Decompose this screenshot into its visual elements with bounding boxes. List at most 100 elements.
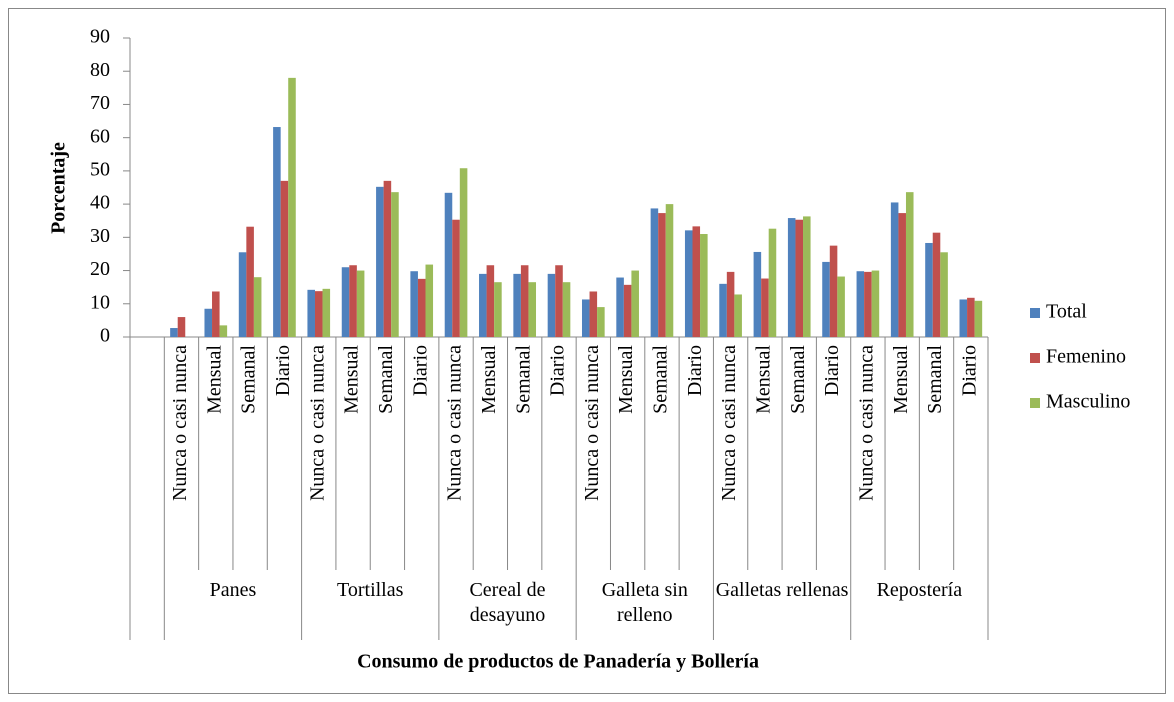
bar	[665, 204, 674, 337]
bar	[280, 180, 289, 337]
bar	[898, 213, 906, 337]
bar	[719, 283, 727, 337]
y-tick-label: 30	[90, 225, 110, 247]
x-tick-label: Diario	[547, 345, 569, 396]
bar	[581, 299, 590, 337]
legend-label: Total	[1046, 301, 1087, 323]
bar	[341, 267, 350, 337]
bar	[700, 234, 708, 337]
bar	[726, 271, 735, 337]
y-tick-label: 10	[90, 291, 110, 313]
bar	[803, 216, 811, 337]
x-tick-label: Mensual	[890, 345, 912, 414]
bar	[684, 230, 693, 337]
bar	[383, 180, 392, 337]
x-tick-label: Diario	[958, 345, 980, 396]
bar	[555, 265, 563, 337]
x-axis-title: Consumo de productos de Panadería y Boll…	[357, 651, 759, 673]
x-tick-label: Mensual	[753, 345, 775, 414]
y-tick-label: 20	[90, 258, 110, 280]
x-tick-label: Semanal	[650, 345, 672, 414]
chart-border	[8, 8, 1166, 694]
bar	[459, 168, 468, 337]
bar	[589, 291, 598, 337]
bar	[356, 270, 365, 337]
bar	[307, 289, 315, 337]
bar	[616, 277, 624, 337]
x-tick-label: Semanal	[787, 345, 809, 414]
bar	[837, 276, 845, 337]
bar	[520, 265, 529, 337]
x-tick-label: Nunca o casi nunca	[169, 345, 191, 501]
bar	[864, 271, 872, 337]
x-tick-label: Mensual	[615, 345, 637, 414]
x-tick-label: Nunca o casi nunca	[306, 345, 328, 501]
bar	[768, 228, 777, 337]
legend-swatch	[1030, 398, 1040, 408]
bar	[238, 252, 247, 337]
x-tick-label: Diario	[684, 345, 706, 396]
x-tick-label: Diario	[409, 345, 431, 396]
group-label: Repostería	[876, 579, 963, 601]
y-axis-title: Porcentaje	[48, 142, 70, 234]
bar	[829, 245, 838, 337]
bar	[204, 308, 213, 337]
bar	[391, 192, 399, 337]
bar	[273, 127, 281, 337]
bar	[871, 270, 880, 337]
bar	[967, 297, 975, 337]
x-tick-label: Diario	[272, 345, 294, 396]
group-label: Tortillas	[337, 579, 404, 601]
bar	[417, 278, 426, 337]
legend-label: Masculino	[1046, 391, 1130, 413]
bar	[650, 208, 659, 337]
y-tick-label: 90	[90, 26, 110, 48]
bar	[212, 291, 220, 337]
bar	[925, 242, 933, 337]
bar	[562, 282, 571, 337]
bar	[177, 317, 186, 337]
bar	[170, 328, 178, 337]
x-tick-label: Semanal	[238, 345, 260, 414]
y-tick-label: 40	[90, 192, 110, 214]
bar	[425, 264, 434, 337]
x-tick-label: Nunca o casi nunca	[718, 345, 740, 501]
bar	[959, 299, 968, 337]
group-label: Galletas rellenas	[715, 579, 849, 601]
bar	[349, 265, 357, 337]
bar	[376, 186, 384, 337]
bar	[246, 226, 254, 337]
x-tick-label: Nunca o casi nunca	[581, 345, 603, 501]
y-tick-label: 80	[90, 59, 110, 81]
y-tick-label: 0	[100, 325, 110, 347]
bar	[314, 291, 323, 337]
legend-label: Femenino	[1046, 346, 1126, 368]
x-tick-label: Semanal	[375, 345, 397, 414]
x-tick-label: Nunca o casi nunca	[444, 345, 466, 501]
x-tick-label: Mensual	[478, 345, 500, 414]
bar	[658, 213, 666, 337]
bar	[734, 294, 742, 337]
bar	[494, 282, 502, 337]
bar	[692, 226, 701, 337]
bar	[322, 288, 331, 337]
bar	[822, 261, 830, 337]
bar	[761, 278, 769, 337]
bar	[597, 307, 605, 337]
bar	[631, 270, 639, 337]
legend-swatch	[1030, 308, 1040, 318]
group-label: Panes	[209, 579, 257, 601]
bar	[932, 232, 941, 337]
y-tick-label: 50	[90, 158, 110, 180]
group-label: Galleta sin relleno	[601, 579, 688, 626]
bar	[905, 192, 914, 337]
bar	[623, 284, 632, 337]
bar	[856, 271, 865, 337]
legend-swatch	[1030, 353, 1040, 363]
bar	[452, 219, 460, 337]
bar	[444, 192, 453, 337]
bar	[528, 282, 537, 337]
bar	[253, 277, 262, 337]
